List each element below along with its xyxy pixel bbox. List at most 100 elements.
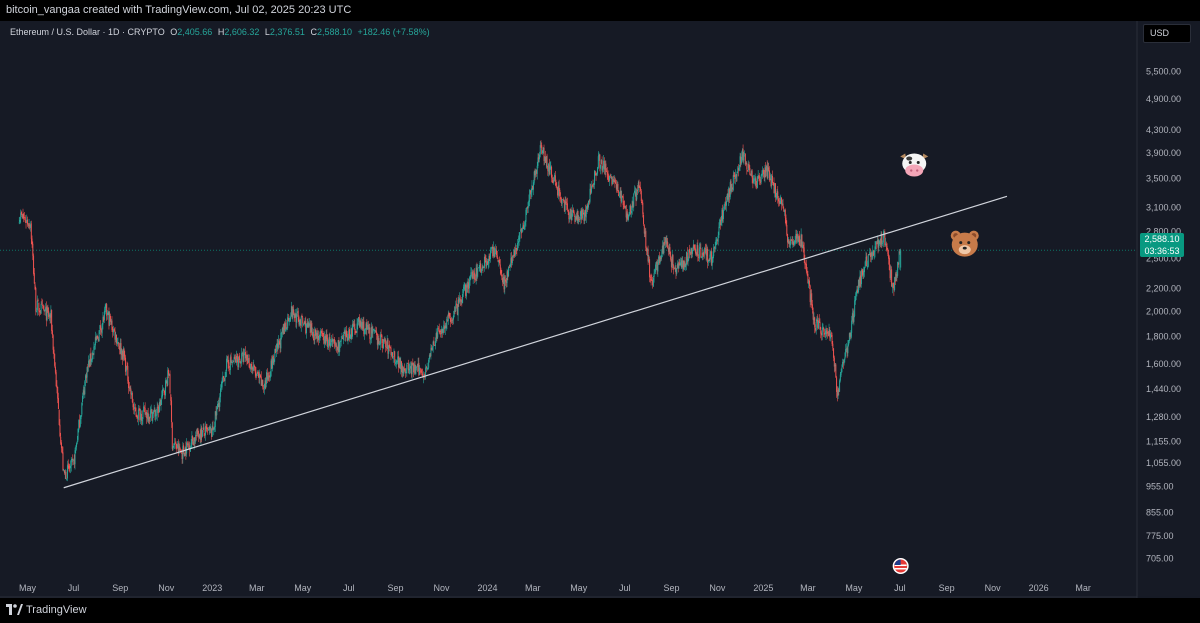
candle: [598, 155, 600, 157]
candle: [575, 216, 577, 220]
candle: [119, 346, 121, 350]
candle: [570, 209, 572, 220]
candle: [374, 330, 376, 332]
candle: [572, 210, 574, 213]
candle: [269, 375, 271, 378]
candle: [680, 259, 682, 264]
candle: [361, 322, 363, 329]
candle: [260, 375, 262, 378]
candle: [391, 352, 393, 356]
candle: [862, 270, 864, 275]
candle: [29, 224, 31, 228]
candle: [595, 173, 597, 176]
candle: [211, 429, 213, 437]
candle: [91, 352, 93, 360]
candle: [857, 279, 859, 293]
candle: [666, 240, 668, 244]
candle: [818, 319, 820, 322]
candle: [220, 388, 222, 397]
candle: [648, 259, 650, 262]
candle: [201, 427, 203, 438]
candle: [186, 442, 188, 454]
candle: [265, 381, 267, 384]
candle: [379, 344, 381, 345]
candle: [189, 445, 191, 451]
candle: [855, 294, 857, 296]
candle: [667, 242, 669, 249]
candle: [43, 309, 45, 312]
candle: [310, 323, 312, 333]
candle: [219, 396, 221, 407]
candle: [364, 329, 366, 335]
candle: [242, 352, 244, 363]
candle: [364, 329, 366, 331]
candle: [884, 231, 886, 246]
candle: [885, 243, 887, 246]
candle: [549, 166, 551, 175]
candle: [660, 257, 662, 260]
candle: [503, 276, 505, 290]
candle: [738, 166, 740, 171]
candle: [92, 353, 94, 355]
candle: [676, 268, 678, 274]
candle: [572, 209, 574, 213]
candle: [478, 267, 480, 269]
candle: [345, 331, 347, 338]
high-value: 2,606.32: [224, 27, 260, 37]
candle: [60, 442, 62, 449]
candle: [257, 371, 259, 374]
candle: [369, 327, 371, 339]
candle: [170, 394, 172, 401]
candle: [894, 277, 896, 282]
candle: [755, 178, 757, 185]
candle: [601, 160, 603, 171]
candle: [608, 178, 610, 182]
candle: [733, 175, 735, 177]
x-tick-label: Nov: [709, 583, 726, 593]
candle: [813, 317, 815, 321]
candle: [243, 353, 245, 363]
candle: [824, 332, 826, 335]
candle: [591, 185, 593, 186]
candle: [277, 343, 279, 349]
candle: [661, 245, 663, 254]
candle: [612, 179, 614, 182]
y-tick-label: 1,600.00: [1146, 359, 1181, 369]
candle: [456, 303, 458, 305]
candle: [763, 174, 765, 178]
candle: [70, 459, 72, 466]
candle: [361, 322, 363, 329]
footer-brand: TradingView: [26, 604, 87, 616]
us-event-flag-icon[interactable]: [892, 558, 909, 574]
candle: [619, 190, 621, 196]
candle: [492, 246, 494, 257]
x-tick-label: May: [570, 583, 588, 593]
chart-area[interactable]: 5,500.00 4,900.00 4,300.00 3,900.00 3,500.00…: [0, 21, 1200, 598]
candle: [653, 273, 655, 277]
y-tick-label: 1,280.00: [1146, 412, 1181, 422]
candle: [171, 400, 173, 423]
candle: [100, 329, 102, 333]
candle: [318, 336, 320, 340]
candle: [240, 361, 242, 363]
currency-selector[interactable]: USD: [1143, 24, 1191, 43]
candle: [640, 191, 642, 202]
candle: [761, 174, 763, 176]
candle: [686, 252, 688, 262]
candle: [699, 247, 701, 249]
header-caption: bitcoin_vangaa created with TradingView.…: [6, 4, 352, 16]
candle: [689, 252, 691, 255]
price-chart[interactable]: 5,500.00 4,900.00 4,300.00 3,900.00 3,500.00…: [0, 21, 1200, 598]
candle: [638, 181, 640, 188]
candle: [167, 370, 169, 386]
candle: [626, 213, 628, 219]
candle: [840, 371, 842, 376]
candle: [864, 261, 866, 267]
candle: [377, 338, 379, 346]
candle: [536, 165, 538, 174]
candle: [389, 346, 391, 348]
candle: [495, 249, 497, 254]
candle: [75, 446, 77, 450]
candle: [600, 164, 602, 169]
candle: [241, 353, 243, 362]
